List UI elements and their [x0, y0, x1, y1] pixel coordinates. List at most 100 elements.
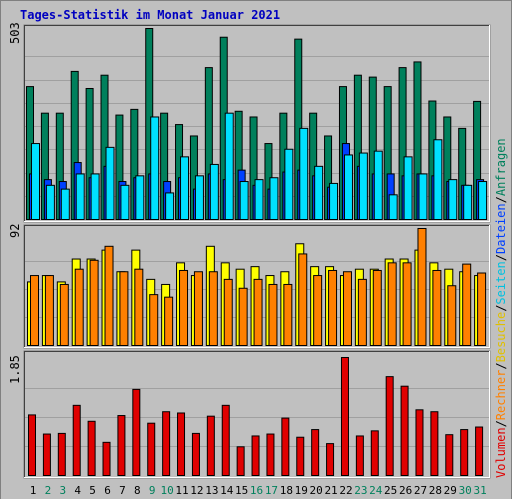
volumen-bar — [28, 414, 36, 476]
volumen-bar — [177, 412, 186, 476]
x-tick-label: 19 — [295, 484, 308, 497]
seiten-bar — [329, 182, 339, 220]
legend-separator: / — [494, 362, 508, 369]
x-tick-label: 3 — [59, 484, 66, 497]
volumen-bar — [57, 432, 66, 477]
legend-separator: / — [494, 254, 508, 261]
seiten-bar — [60, 188, 70, 221]
seiten-bar — [209, 163, 219, 220]
legend-dateien: Dateien — [494, 203, 508, 254]
volumen-bar — [385, 376, 394, 476]
volumen-bar — [102, 441, 111, 476]
volumen-bar — [162, 411, 171, 476]
seiten-bar — [135, 175, 145, 220]
legend-besuche: Besuche — [494, 312, 508, 363]
legend-separator: / — [494, 420, 508, 427]
rechner-bar — [417, 228, 427, 346]
seiten-bar — [373, 150, 383, 220]
seiten-bar — [284, 148, 294, 221]
volumen-bar — [117, 415, 126, 476]
x-tick-label: 30 — [459, 484, 472, 497]
x-tick-label: 6 — [104, 484, 111, 497]
volumen-bar — [87, 420, 96, 476]
rechner-bar — [208, 271, 218, 347]
rechner-bar — [193, 271, 203, 347]
x-axis-labels: 1 2 3 4 5 6 7 8 9 10 11 12 13 14 15 16 17 18 19 20 21 22 23 24 2… — [30, 484, 487, 497]
rechner-bar — [313, 275, 323, 347]
volumen-bar — [72, 404, 81, 476]
bar-marks — [26, 28, 488, 477]
legend-seiten: Seiten — [494, 261, 508, 304]
rechner-bar — [89, 259, 99, 347]
rechner-bar — [164, 296, 174, 347]
x-tick-label: 10 — [161, 484, 174, 497]
x-tick-label: 25 — [384, 484, 397, 497]
rechner-bar — [238, 287, 248, 346]
volumen-bar — [340, 357, 349, 476]
seiten-bar — [194, 175, 204, 220]
seiten-bar — [239, 181, 249, 220]
seiten-bar — [31, 143, 40, 220]
x-tick-label: 13 — [205, 484, 218, 497]
x-tick-label: 12 — [190, 484, 203, 497]
rechner-bar — [298, 253, 308, 346]
rechner-bar — [223, 278, 233, 346]
volumen-bar — [370, 430, 379, 476]
rechner-bar — [402, 262, 412, 346]
legend-rechner: Rechner — [494, 370, 508, 421]
rechner-bar — [342, 271, 352, 347]
x-tick-label: 16 — [250, 484, 263, 497]
x-tick-label: 20 — [310, 484, 323, 497]
seiten-bar — [120, 184, 130, 220]
rechner-bar — [477, 272, 487, 346]
seiten-bar — [75, 173, 85, 220]
seiten-bar — [299, 127, 309, 221]
top-y-max-label: 503 — [8, 22, 22, 44]
bottom-y-max-label: 1.85 — [8, 355, 22, 384]
x-tick-label: 31 — [473, 484, 486, 497]
volumen-bar — [251, 435, 260, 476]
rechner-bar — [432, 269, 442, 346]
x-tick-label: 24 — [369, 484, 383, 497]
volumen-bar — [415, 409, 424, 476]
seiten-bar — [478, 181, 488, 220]
x-tick-label: 1 — [30, 484, 37, 497]
rechner-bar — [74, 268, 84, 346]
volumen-bar — [355, 435, 364, 476]
x-tick-label: 29 — [444, 484, 457, 497]
seiten-bar — [463, 184, 473, 220]
x-tick-label: 21 — [324, 484, 337, 497]
rechner-bar — [104, 245, 114, 347]
volumen-bar — [236, 446, 245, 477]
volumen-bar — [206, 415, 215, 477]
legend-separator: / — [494, 305, 508, 312]
middle-y-max-label: 92 — [8, 224, 22, 238]
seiten-bar — [343, 154, 353, 220]
volumen-bar — [132, 388, 141, 477]
rechner-bar — [387, 262, 397, 346]
chart-title: Tages-Statistik im Monat Januar 2021 — [20, 8, 280, 22]
rechner-bar — [134, 268, 144, 346]
volumen-bar — [266, 433, 275, 476]
rechner-bar — [59, 283, 69, 346]
volumen-bar — [221, 404, 230, 476]
x-tick-label: 8 — [134, 484, 141, 497]
volumen-bar — [445, 434, 454, 476]
rechner-bar — [30, 275, 39, 347]
seiten-bar — [403, 156, 413, 221]
seiten-bar — [254, 179, 264, 221]
legend-anfragen: Anfragen — [494, 138, 508, 196]
rechner-bar — [149, 294, 159, 346]
seiten-bar — [448, 179, 458, 221]
seiten-bar — [224, 112, 234, 220]
x-tick-label: 7 — [119, 484, 126, 497]
x-tick-label: 26 — [399, 484, 412, 497]
seiten-bar — [358, 152, 368, 220]
rechner-bar — [179, 269, 189, 346]
seiten-bar — [150, 116, 160, 220]
rechner-bar — [372, 269, 382, 346]
rechner-bar — [268, 283, 278, 346]
legend-volumen: Volumen — [494, 427, 508, 478]
rechner-bar — [328, 269, 338, 346]
